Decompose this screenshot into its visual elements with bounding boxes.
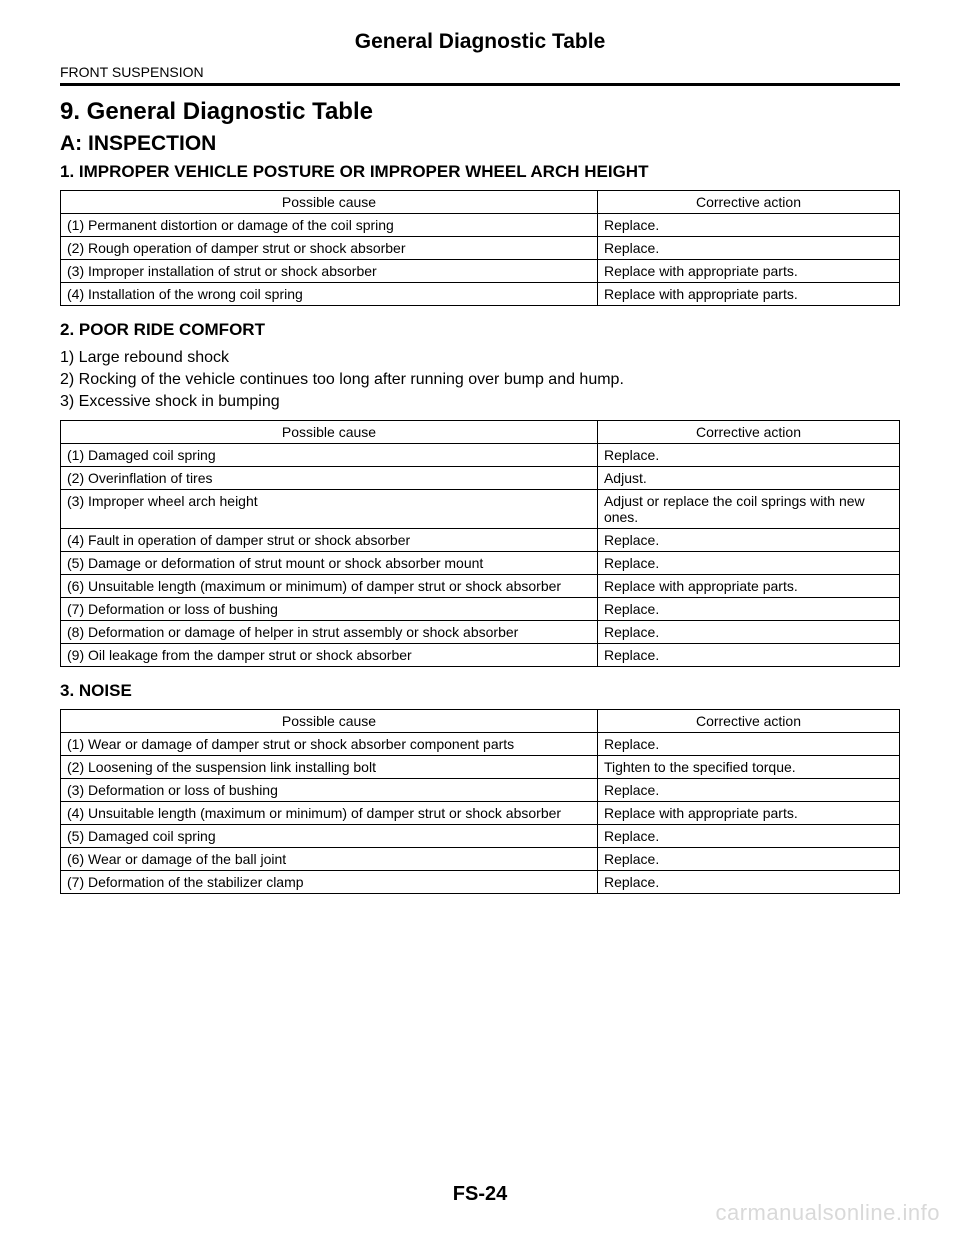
table-row: (4) Unsuitable length (maximum or minimu… (61, 802, 900, 825)
cell-cause: (1) Damaged coil spring (61, 444, 598, 467)
note-line: 3) Excessive shock in bumping (60, 392, 900, 413)
cell-action: Replace. (597, 779, 899, 802)
cell-cause: (9) Oil leakage from the damper strut or… (61, 644, 598, 667)
cell-action: Replace. (597, 644, 899, 667)
cell-action: Replace. (597, 444, 899, 467)
cell-cause: (8) Deformation or damage of helper in s… (61, 621, 598, 644)
table-row: (3) Improper wheel arch heightAdjust or … (61, 490, 900, 529)
note-line: 2) Rocking of the vehicle continues too … (60, 370, 900, 391)
col-action: Corrective action (597, 421, 899, 444)
cell-action: Replace. (597, 733, 899, 756)
cell-cause: (3) Improper installation of strut or sh… (61, 260, 598, 283)
diagnostic-table-2: Possible cause Corrective action (1) Dam… (60, 420, 900, 667)
cell-cause: (4) Unsuitable length (maximum or minimu… (61, 802, 598, 825)
table-row: (3) Improper installation of strut or sh… (61, 260, 900, 283)
cell-action: Replace with appropriate parts. (597, 260, 899, 283)
cell-cause: (3) Deformation or loss of bushing (61, 779, 598, 802)
subsection-1: 1. IMPROPER VEHICLE POSTURE OR IMPROPER … (60, 162, 900, 182)
table-row: (4) Fault in operation of damper strut o… (61, 529, 900, 552)
cell-cause: (6) Wear or damage of the ball joint (61, 848, 598, 871)
table-row: (7) Deformation or loss of bushingReplac… (61, 598, 900, 621)
col-cause: Possible cause (61, 710, 598, 733)
cell-action: Replace. (597, 552, 899, 575)
cell-action: Tighten to the specified torque. (597, 756, 899, 779)
subsection-a: A: INSPECTION (60, 132, 900, 156)
cell-action: Adjust. (597, 467, 899, 490)
table-row: (2) Overinflation of tiresAdjust. (61, 467, 900, 490)
section-heading: 9. General Diagnostic Table (60, 98, 900, 126)
table-header-row: Possible cause Corrective action (61, 710, 900, 733)
table-row: (1) Wear or damage of damper strut or sh… (61, 733, 900, 756)
cell-cause: (7) Deformation of the stabilizer clamp (61, 871, 598, 894)
subsection-2: 2. POOR RIDE COMFORT (60, 320, 900, 340)
watermark: carmanualsonline.info (715, 1200, 940, 1226)
table-row: (9) Oil leakage from the damper strut or… (61, 644, 900, 667)
cell-cause: (2) Overinflation of tires (61, 467, 598, 490)
col-action: Corrective action (597, 710, 899, 733)
page-title: General Diagnostic Table (60, 30, 900, 54)
subsection-3: 3. NOISE (60, 681, 900, 701)
cell-action: Replace. (597, 621, 899, 644)
table-row: (1) Damaged coil springReplace. (61, 444, 900, 467)
cell-action: Replace. (597, 214, 899, 237)
table-row: (2) Rough operation of damper strut or s… (61, 237, 900, 260)
cell-cause: (7) Deformation or loss of bushing (61, 598, 598, 621)
cell-action: Replace. (597, 598, 899, 621)
cell-cause: (1) Wear or damage of damper strut or sh… (61, 733, 598, 756)
table-header-row: Possible cause Corrective action (61, 421, 900, 444)
cell-action: Replace. (597, 825, 899, 848)
table-row: (5) Damaged coil springReplace. (61, 825, 900, 848)
table-row: (8) Deformation or damage of helper in s… (61, 621, 900, 644)
cell-cause: (2) Rough operation of damper strut or s… (61, 237, 598, 260)
diagnostic-table-1: Possible cause Corrective action (1) Per… (60, 190, 900, 306)
table-row: (6) Unsuitable length (maximum or minimu… (61, 575, 900, 598)
table-row: (5) Damage or deformation of strut mount… (61, 552, 900, 575)
table-row: (4) Installation of the wrong coil sprin… (61, 283, 900, 306)
cell-cause: (4) Installation of the wrong coil sprin… (61, 283, 598, 306)
cell-action: Replace. (597, 237, 899, 260)
cell-cause: (5) Damaged coil spring (61, 825, 598, 848)
cell-action: Replace with appropriate parts. (597, 283, 899, 306)
table-row: (2) Loosening of the suspension link ins… (61, 756, 900, 779)
col-action: Corrective action (597, 191, 899, 214)
col-cause: Possible cause (61, 191, 598, 214)
table-row: (6) Wear or damage of the ball jointRepl… (61, 848, 900, 871)
cell-cause: (6) Unsuitable length (maximum or minimu… (61, 575, 598, 598)
cell-action: Replace. (597, 848, 899, 871)
cell-cause: (5) Damage or deformation of strut mount… (61, 552, 598, 575)
table-row: (7) Deformation of the stabilizer clampR… (61, 871, 900, 894)
comfort-notes: 1) Large rebound shock 2) Rocking of the… (60, 348, 900, 412)
header-rule (60, 83, 900, 86)
chapter-label: FRONT SUSPENSION (60, 64, 900, 80)
note-line: 1) Large rebound shock (60, 348, 900, 369)
cell-action: Replace with appropriate parts. (597, 575, 899, 598)
cell-cause: (2) Loosening of the suspension link ins… (61, 756, 598, 779)
cell-action: Replace with appropriate parts. (597, 802, 899, 825)
table-header-row: Possible cause Corrective action (61, 191, 900, 214)
table-row: (1) Permanent distortion or damage of th… (61, 214, 900, 237)
cell-action: Replace. (597, 529, 899, 552)
cell-action: Replace. (597, 871, 899, 894)
cell-cause: (3) Improper wheel arch height (61, 490, 598, 529)
table-row: (3) Deformation or loss of bushingReplac… (61, 779, 900, 802)
cell-action: Adjust or replace the coil springs with … (597, 490, 899, 529)
diagnostic-table-3: Possible cause Corrective action (1) Wea… (60, 709, 900, 894)
cell-cause: (4) Fault in operation of damper strut o… (61, 529, 598, 552)
cell-cause: (1) Permanent distortion or damage of th… (61, 214, 598, 237)
col-cause: Possible cause (61, 421, 598, 444)
